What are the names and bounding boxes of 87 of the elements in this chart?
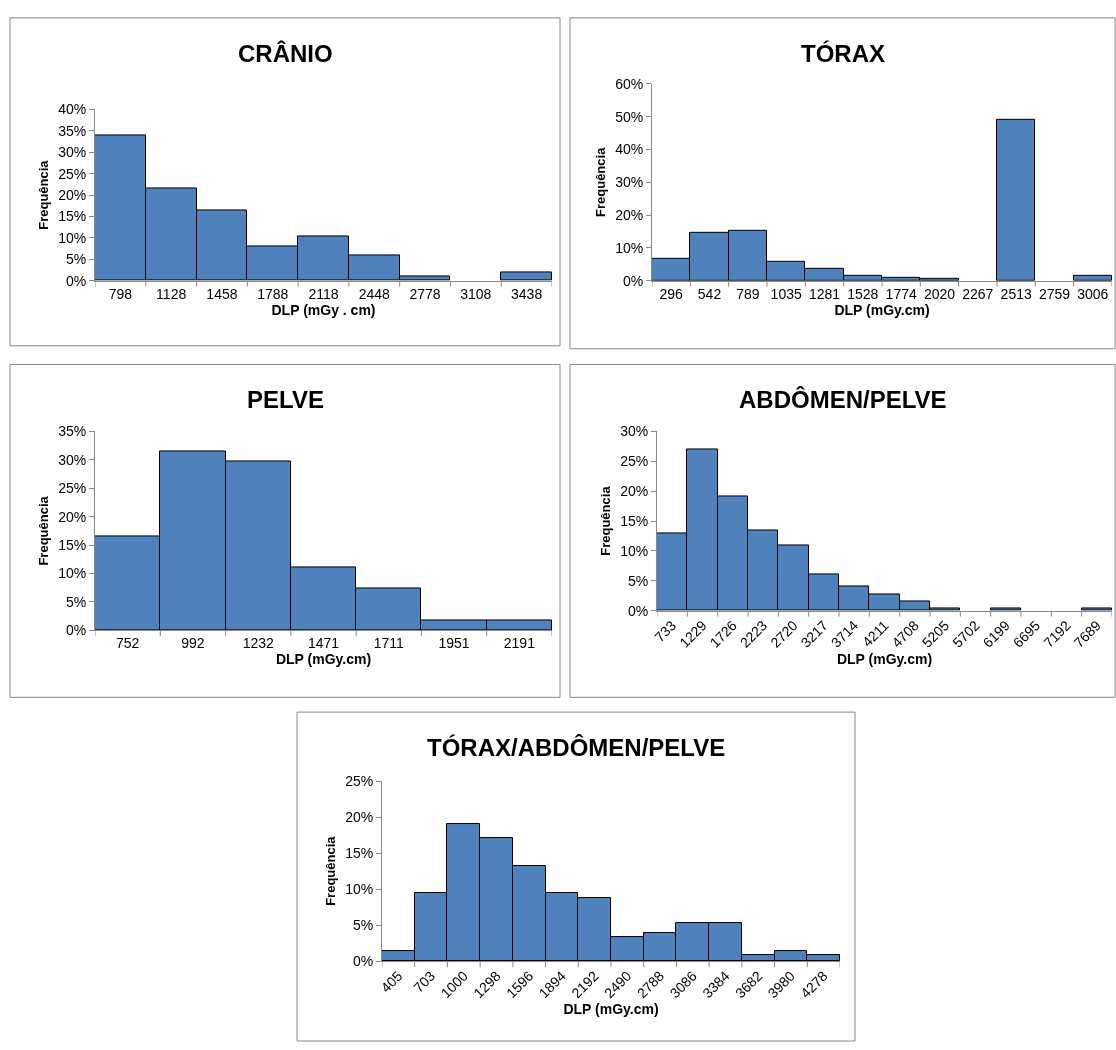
- y-tick-label: 10%: [345, 881, 374, 898]
- x-tick-label: 798: [108, 285, 133, 302]
- y-tick-label: 30%: [58, 144, 87, 161]
- x-tick-label: 1458: [206, 285, 238, 302]
- x-tick-label: 2778: [409, 285, 441, 302]
- y-tick-label: 35%: [58, 122, 87, 139]
- y-tick-label: 20%: [345, 808, 374, 825]
- bar: [996, 118, 1035, 281]
- bar: [500, 271, 552, 281]
- x-tick-label: 1471: [307, 635, 340, 652]
- x-tick-label: 1951: [438, 635, 470, 652]
- y-tick-label: 20%: [615, 207, 644, 224]
- x-tick-label: 733: [651, 617, 680, 646]
- chart-title: CRÂNIO: [238, 40, 333, 67]
- x-tick-label: 542: [697, 285, 722, 302]
- x-axis-title: DLP (mGy.cm): [563, 1001, 659, 1018]
- x-tick-label: 1528: [847, 285, 879, 302]
- x-tick-label: 1232: [242, 635, 274, 652]
- y-tick-label: 0%: [627, 602, 649, 619]
- x-tick-label: 2191: [503, 635, 536, 652]
- x-tick-label: 3108: [460, 285, 492, 302]
- y-tick-label: 25%: [58, 165, 87, 182]
- x-tick-label: 752: [115, 635, 140, 652]
- x-tick-label: 1711: [373, 635, 405, 652]
- y-tick-label: 40%: [615, 141, 644, 158]
- y-tick-label: 35%: [58, 423, 87, 440]
- x-tick-label: 1281: [808, 285, 841, 302]
- y-tick-label: 30%: [615, 174, 644, 191]
- chart-title: ABDÔMEN/PELVE: [739, 386, 947, 413]
- chart-title: PELVE: [247, 386, 324, 413]
- y-tick-label: 10%: [58, 229, 87, 246]
- x-tick-label: 405: [377, 967, 406, 996]
- y-tick-label: 25%: [620, 453, 649, 470]
- x-tick-label: 1774: [885, 285, 917, 302]
- x-tick-label: 1788: [257, 285, 289, 302]
- y-tick-label: 40%: [58, 101, 87, 118]
- y-tick-label: 0%: [352, 953, 374, 970]
- y-tick-label: 20%: [620, 483, 649, 500]
- y-tick-label: 15%: [345, 845, 374, 862]
- y-tick-label: 0%: [622, 272, 644, 289]
- y-tick-label: 5%: [627, 572, 649, 589]
- y-tick-label: 5%: [65, 593, 87, 610]
- x-tick-label: 789: [736, 285, 760, 302]
- y-tick-label: 0%: [65, 272, 87, 289]
- y-tick-label: 10%: [620, 542, 649, 559]
- x-axis-title: DLP (mGy.cm): [836, 650, 933, 667]
- y-axis-title: Frequência: [36, 159, 52, 230]
- x-tick-label: 2448: [358, 285, 391, 302]
- x-tick-label: 2513: [1000, 285, 1032, 302]
- x-tick-label: 2020: [923, 285, 956, 302]
- y-tick-label: 60%: [615, 75, 644, 92]
- x-tick-label: 2118: [308, 285, 339, 302]
- y-tick-label: 10%: [615, 239, 644, 256]
- x-tick-label: 3006: [1077, 285, 1109, 302]
- x-tick-label: 2267: [962, 285, 994, 302]
- bar: [990, 607, 1021, 611]
- y-tick-label: 10%: [58, 565, 87, 582]
- y-axis-title: Frequência: [598, 485, 614, 556]
- y-tick-label: 25%: [345, 772, 374, 789]
- x-tick-label: 3438: [511, 285, 543, 302]
- y-tick-label: 5%: [65, 251, 87, 268]
- x-tick-label: 992: [181, 635, 205, 652]
- x-axis-title: DLP (mGy . cm): [271, 301, 376, 318]
- bar: [1081, 607, 1112, 611]
- chart-title: TÓRAX/ABDÔMEN/PELVE: [427, 734, 726, 761]
- y-tick-label: 50%: [615, 108, 644, 125]
- y-tick-label: 5%: [352, 917, 374, 934]
- y-tick-label: 25%: [58, 480, 87, 497]
- y-tick-label: 20%: [58, 187, 87, 203]
- y-tick-label: 15%: [58, 208, 87, 225]
- y-tick-label: 30%: [620, 423, 649, 440]
- x-axis-title: DLP (mGy.cm): [275, 651, 372, 668]
- x-tick-label: 2759: [1038, 285, 1071, 302]
- y-tick-label: 30%: [58, 451, 87, 468]
- x-tick-label: 703: [410, 967, 439, 996]
- x-tick-label: 1035: [770, 285, 802, 302]
- y-axis-title: Frequência: [323, 835, 339, 906]
- chart-title: TÓRAX: [801, 40, 885, 67]
- y-tick-label: 15%: [620, 512, 649, 529]
- y-tick-label: 0%: [65, 622, 87, 639]
- x-tick-label: 1128: [156, 285, 187, 302]
- y-tick-label: 20%: [58, 508, 87, 525]
- y-axis-title: Frequência: [593, 146, 609, 217]
- y-axis-title: Frequência: [36, 495, 52, 566]
- x-tick-label: 296: [659, 285, 684, 302]
- x-axis-title: DLP (mGy.cm): [834, 301, 930, 318]
- y-tick-label: 15%: [58, 537, 87, 554]
